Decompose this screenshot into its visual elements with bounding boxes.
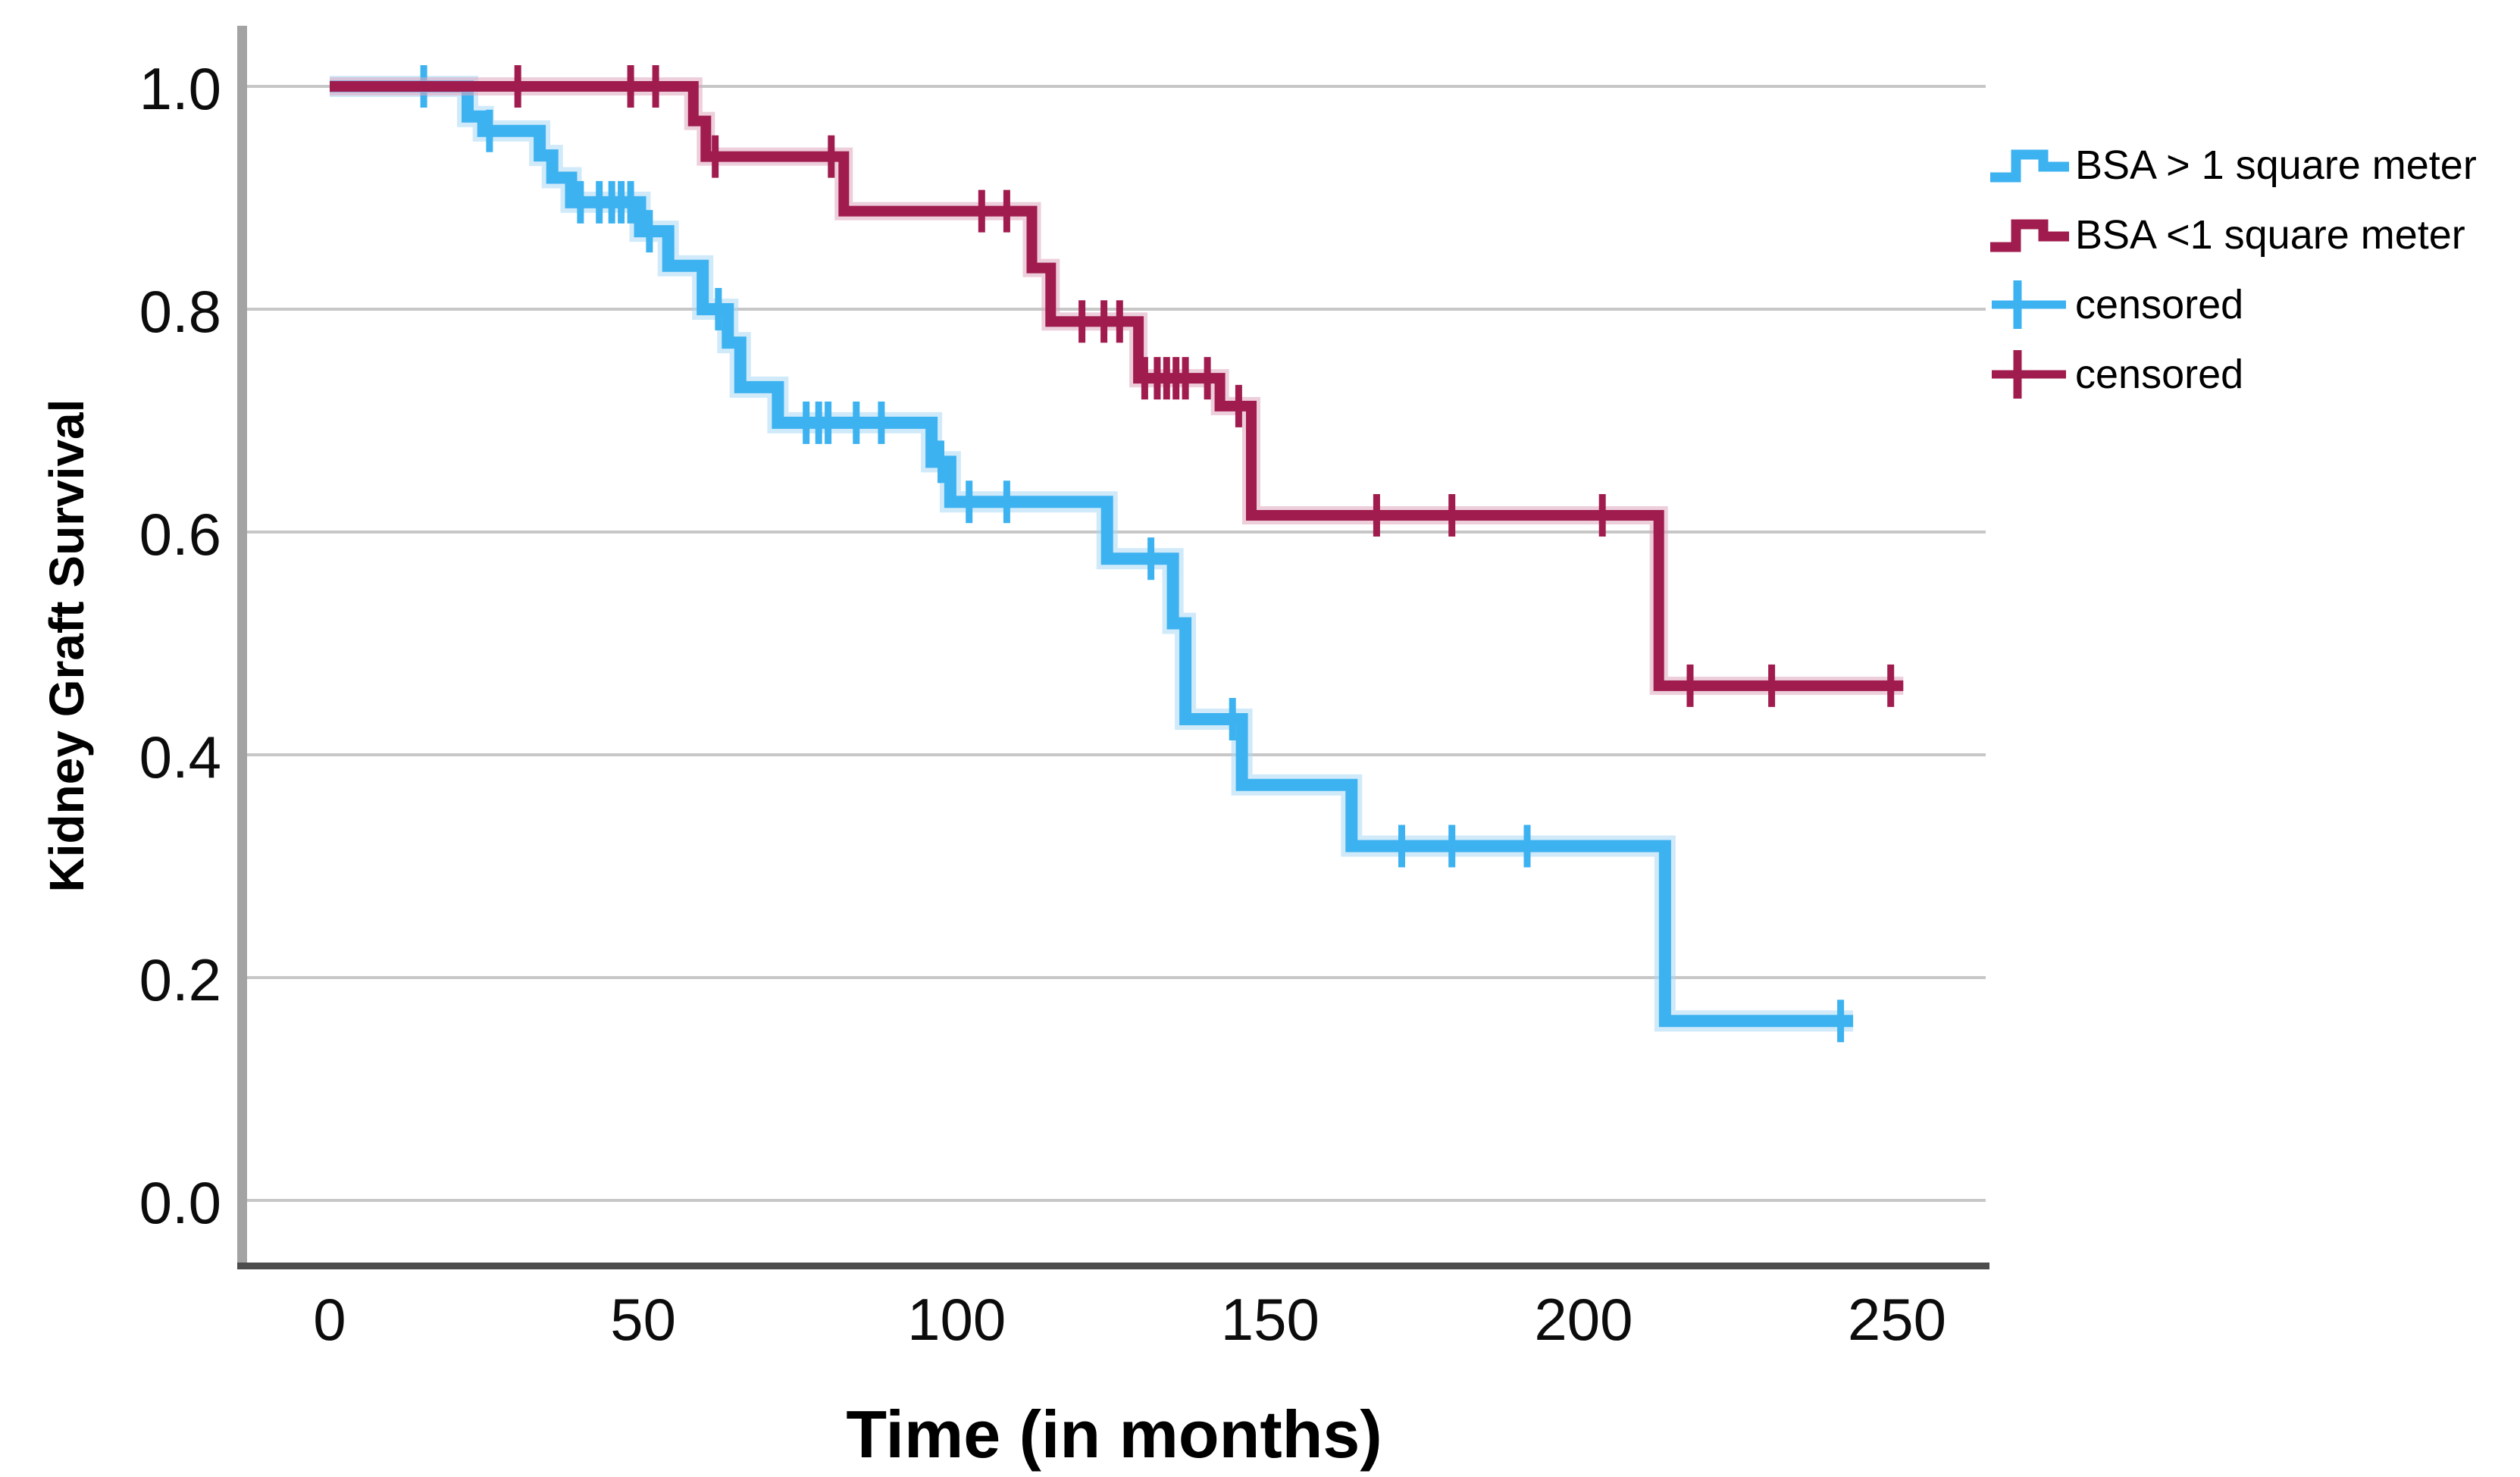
legend-item-bsa-gt-1: BSA > 1 square meter (1987, 130, 2477, 200)
y-axis-line (237, 26, 247, 1268)
x-tick-label: 50 (610, 1286, 676, 1353)
series-line-bsa-lt-1 (330, 81, 1904, 691)
legend-item-censored-maroon: censored (1987, 340, 2477, 409)
legend-item-censored-blue: censored (1987, 270, 2477, 340)
maroon-step-line-icon (1990, 219, 2069, 252)
blue-censored-plus-icon (1992, 280, 2066, 329)
y-tick-label: 0.6 (139, 501, 221, 568)
maroon-censored-plus-icon (1992, 350, 2066, 399)
x-tick-label: 100 (907, 1286, 1006, 1353)
legend-label: censored (2075, 352, 2244, 397)
x-axis-line (237, 1263, 1989, 1269)
blue-step-line-icon (1990, 149, 2069, 183)
x-tick-label: 200 (1534, 1286, 1633, 1353)
legend-label: censored (2075, 282, 2244, 327)
series-halo-bsa-gt-1 (330, 76, 1854, 1032)
x-axis-title: Time (in months) (846, 1397, 1382, 1472)
y-axis-title: Kidney Graft Survival (39, 399, 94, 893)
series-line-bsa-gt-1 (330, 80, 1854, 1028)
y-tick-label: 0.2 (139, 947, 221, 1013)
x-tick-label: 150 (1221, 1286, 1319, 1353)
legend-label: BSA <1 square meter (2075, 212, 2465, 258)
legend-item-bsa-lt-1: BSA <1 square meter (1987, 200, 2477, 270)
y-tick-label: 0.0 (139, 1169, 221, 1236)
y-tick-label: 1.0 (139, 55, 221, 122)
y-tick-label: 0.8 (139, 278, 221, 345)
y-tick-label: 0.4 (139, 724, 221, 790)
legend: BSA > 1 square meter BSA <1 square meter… (1987, 130, 2477, 409)
x-tick-label: 0 (313, 1286, 346, 1353)
legend-label: BSA > 1 square meter (2075, 142, 2477, 188)
x-tick-label: 250 (1848, 1286, 1946, 1353)
